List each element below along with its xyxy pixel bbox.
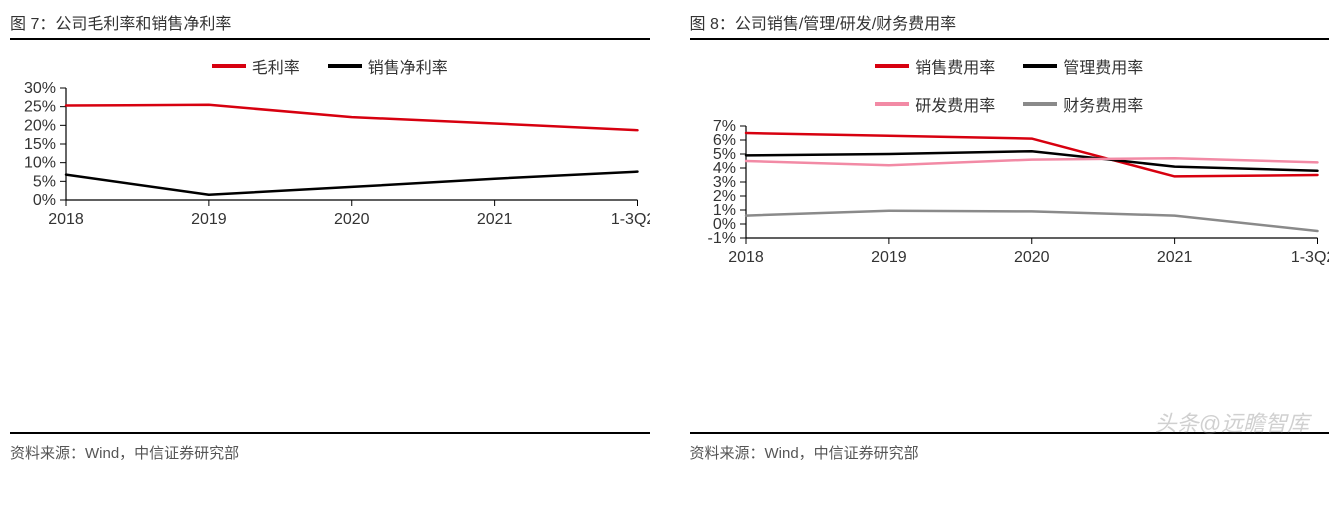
x-tick-label: 2020 (334, 211, 370, 228)
left-footer: 资料来源：Wind，中信证券研究部 (10, 432, 650, 463)
left-plot: 0% 5%10% 15% 20%25% 30% 2018 2019 2020 2021 1-3Q2… (10, 82, 650, 237)
left-title: 图 7：公司毛利率和销售净利率 (10, 10, 650, 40)
y-tick-label: 30% (24, 82, 56, 97)
legend-item: 财务费用率 (1023, 92, 1143, 116)
x-tick-label: 2018 (728, 249, 764, 266)
legend-item: 销售净利率 (328, 54, 448, 78)
series-line (746, 211, 1318, 231)
right-footer: 资料来源：Wind，中信证券研究部 (690, 432, 1330, 463)
x-tick-label: 2019 (871, 249, 907, 266)
left-svg: 0% 5%10% 15% 20%25% 30% 2018 2019 2020 2021 1-3Q2… (10, 82, 650, 232)
legend-label: 毛利率 (252, 54, 300, 78)
x-tick-label: 2021 (477, 211, 513, 228)
right-legend: 销售费用率 管理费用率研发费用率 财务费用率 (690, 46, 1330, 120)
left-chart-area: 毛利率 销售净利率 0% 5%10% 15% 20%25% 30% 2018 2019 2020… (10, 46, 650, 426)
legend-swatch (212, 64, 246, 68)
right-title: 图 8：公司销售/管理/研发/财务费用率 (690, 10, 1330, 40)
x-tick-label: 1-3Q22 (1290, 249, 1329, 266)
right-chart-area: 销售费用率管理费用率研发费用率财务费用率 -1%0%1%2%3%4%5%6%7%… (690, 46, 1330, 426)
y-tick-label: 20% (24, 117, 56, 134)
series-line (66, 172, 638, 195)
y-tick-label: 7% (712, 120, 735, 135)
legend-swatch (875, 102, 909, 106)
series-line (66, 105, 638, 130)
y-tick-label: 25% (24, 99, 56, 116)
left-legend: 毛利率 销售净利率 (10, 46, 650, 82)
right-plot: -1%0%1%2%3%4%5%6%7%20182019202020211-3Q2… (690, 120, 1330, 275)
left-panel: 图 7：公司毛利率和销售净利率 毛利率 销售净利率 0% 5%10% 15% 20%25… (10, 10, 650, 463)
legend-item: 研发费用率 (875, 92, 995, 116)
legend-label: 销售费用率 (915, 54, 995, 78)
x-tick-label: 2020 (1013, 249, 1049, 266)
charts-page: 图 7：公司毛利率和销售净利率 毛利率 销售净利率 0% 5%10% 15% 20%25… (10, 10, 1329, 463)
x-tick-label: 2021 (1156, 249, 1192, 266)
legend-item: 毛利率 (212, 54, 300, 78)
y-tick-label: 0% (33, 192, 56, 209)
legend-item: 管理费用率 (1023, 54, 1143, 78)
y-tick-label: 15% (24, 136, 56, 153)
legend-swatch (1023, 102, 1057, 106)
y-tick-label: 10% (24, 155, 56, 172)
series-line (746, 158, 1318, 165)
legend-label: 管理费用率 (1063, 54, 1143, 78)
legend-label: 销售净利率 (368, 54, 448, 78)
legend-swatch (328, 64, 362, 68)
legend-swatch (1023, 64, 1057, 68)
legend-item: 销售费用率 (875, 54, 995, 78)
x-tick-label: 1-3Q22 (611, 211, 650, 228)
legend-swatch (875, 64, 909, 68)
legend-label: 财务费用率 (1063, 92, 1143, 116)
x-tick-label: 2019 (191, 211, 227, 228)
right-panel: 图 8：公司销售/管理/研发/财务费用率 销售费用率 管理费用率研发费用率 财务费用… (690, 10, 1330, 463)
y-tick-label: 5% (33, 173, 56, 190)
legend-label: 研发费用率 (915, 92, 995, 116)
right-svg: -1%0%1%2%3%4%5%6%7%20182019202020211-3Q2… (690, 120, 1330, 270)
x-tick-label: 2018 (48, 211, 84, 228)
